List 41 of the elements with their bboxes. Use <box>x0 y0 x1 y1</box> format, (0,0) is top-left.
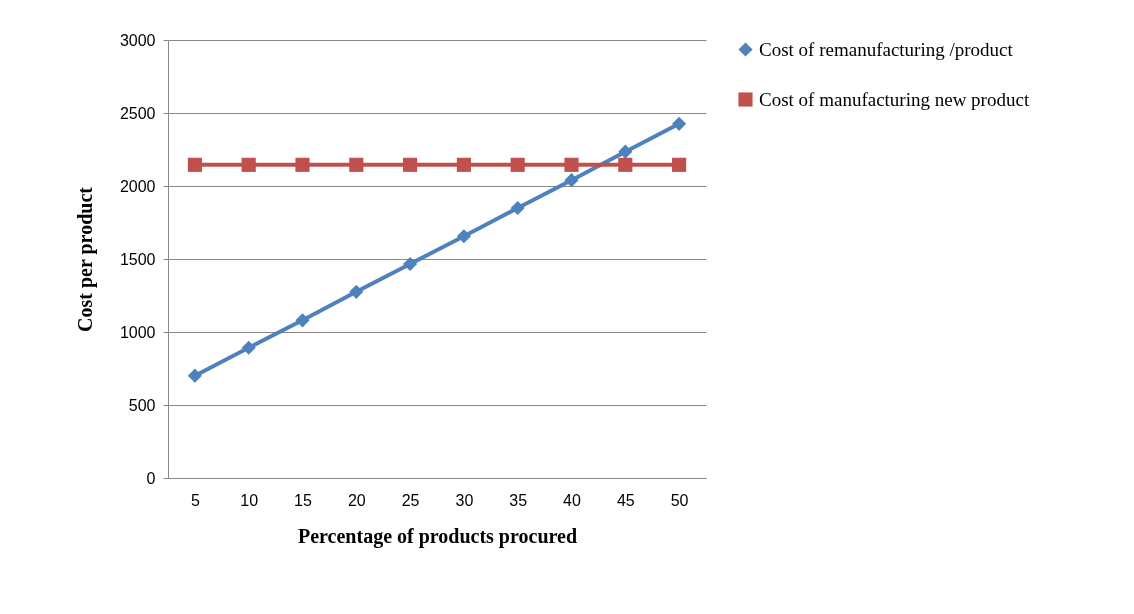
x-tick-label: 30 <box>455 491 474 509</box>
point <box>672 116 687 131</box>
point <box>241 340 256 355</box>
point <box>672 157 687 172</box>
y-axis-title: Cost per product <box>73 186 97 332</box>
x-tick-label: 10 <box>240 491 259 509</box>
x-tick-label: 25 <box>401 491 420 509</box>
point <box>187 368 202 383</box>
point <box>510 157 525 172</box>
point <box>187 157 202 172</box>
x-tick-label: 35 <box>509 491 528 509</box>
point <box>564 157 579 172</box>
x-tick-label: 20 <box>347 491 366 509</box>
point <box>241 157 256 172</box>
y-tick-label: 2000 <box>119 177 156 195</box>
x-tick-label: 40 <box>563 491 581 509</box>
legend-label: Cost of remanufacturing /product <box>759 38 1014 60</box>
point <box>564 173 579 188</box>
point <box>456 157 471 172</box>
point <box>349 284 364 299</box>
x-tick-label: 5 <box>190 491 200 509</box>
point <box>295 157 310 172</box>
point <box>618 157 633 172</box>
y-tick-label: 3000 <box>119 31 156 49</box>
point <box>403 157 418 172</box>
y-tick-label: 2500 <box>119 104 156 122</box>
point <box>510 200 525 216</box>
point <box>403 256 418 272</box>
point <box>618 144 633 159</box>
point <box>295 313 310 328</box>
x-tick-label: 45 <box>616 491 635 509</box>
y-tick-label: 500 <box>128 396 156 414</box>
point <box>456 229 471 244</box>
x-tick-label: 15 <box>294 491 312 509</box>
y-tick-label: 1000 <box>119 323 156 341</box>
x-tick-label: 50 <box>670 491 689 509</box>
y-tick-label: 1500 <box>119 250 156 268</box>
point <box>349 157 364 172</box>
y-tick-label: 0 <box>146 469 156 487</box>
legend-label: Cost of manufacturing new product <box>759 88 1030 110</box>
x-axis-title: Percentage of products procured <box>297 524 578 548</box>
